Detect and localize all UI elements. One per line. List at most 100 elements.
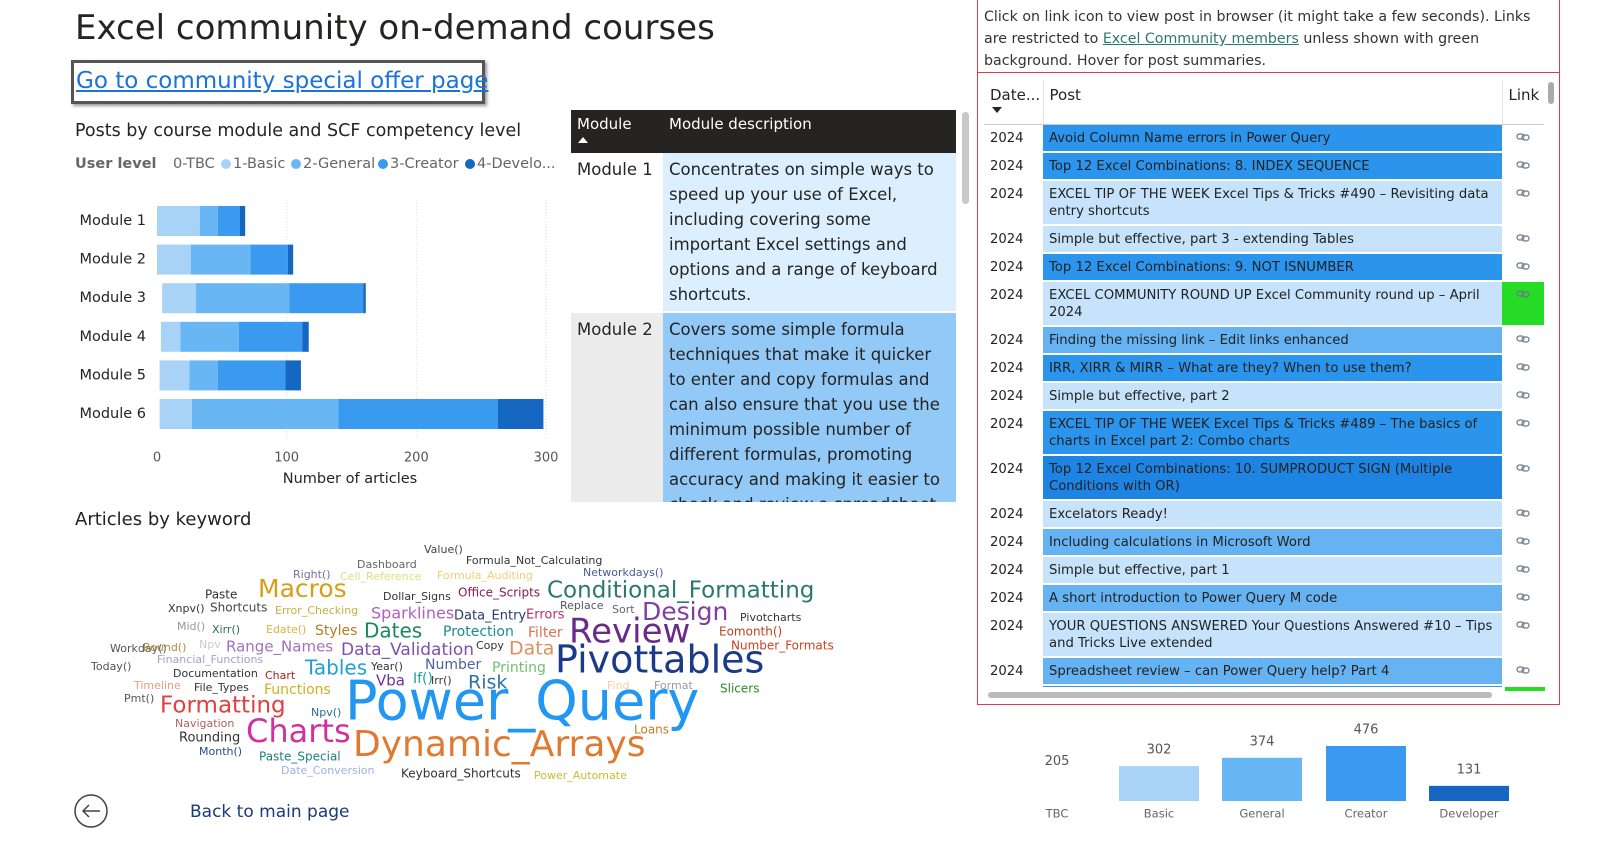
link-icon[interactable] [1516,463,1530,473]
post-title[interactable]: EXCEL COMMUNITY ROUND UP Excel Community… [1043,281,1502,327]
keyword[interactable]: Keyboard_Shortcuts [401,767,521,781]
keyword[interactable]: Dates [364,619,422,643]
keyword[interactable]: Npv [199,638,221,651]
keyword[interactable]: Filter [528,625,563,641]
post-title[interactable]: Simple but effective, part 1 [1043,556,1502,585]
scrollbar[interactable] [1548,82,1554,104]
keyword[interactable]: Value() [424,543,463,556]
post-link[interactable] [1502,455,1544,501]
keyword[interactable]: Month() [199,745,242,758]
column-header[interactable]: Post [1043,80,1503,125]
link-icon[interactable] [1516,132,1530,142]
keyword[interactable]: Financial_Functions [157,653,263,666]
keyword[interactable]: Sparklines [371,604,454,623]
keyword[interactable]: Pivotcharts [740,611,802,624]
post-link[interactable] [1502,124,1544,153]
keyword[interactable]: Irr() [431,674,452,687]
post-title[interactable]: EXCEL TIP OF THE WEEK Excel Tips & Trick… [1043,180,1502,226]
keyword[interactable]: Risk [468,672,507,694]
keyword[interactable]: Paste_Special [259,750,341,764]
post-link[interactable] [1502,326,1544,355]
keyword[interactable]: Office_Scripts [458,586,540,600]
keyword[interactable]: Date_Conversion [281,764,374,777]
keyword[interactable]: Range_Names [226,638,333,657]
keyword[interactable]: Xirr() [212,623,240,636]
post-link[interactable] [1502,225,1544,254]
keyword[interactable]: Vba [376,672,405,690]
keyword[interactable]: Design [642,597,728,626]
keyword[interactable]: Copy [476,639,504,652]
keyword[interactable]: Slicers [720,682,759,696]
post-link[interactable] [1502,556,1544,585]
post-link[interactable] [1502,612,1544,658]
keyword[interactable]: Conditional_Formatting [547,578,814,604]
keyword[interactable]: Protection [443,624,514,640]
keyword[interactable]: If() [413,671,433,687]
link-icon[interactable] [1516,564,1530,574]
post-title[interactable]: YOUR QUESTIONS ANSWERED Your Questions A… [1043,612,1502,658]
scrollbar[interactable] [988,692,1492,698]
post-link[interactable] [1502,528,1544,557]
keyword[interactable]: Year() [370,660,403,673]
post-link[interactable] [1502,410,1544,456]
keyword[interactable]: Review [569,612,690,652]
keyword[interactable]: Chart [265,669,296,682]
keyword[interactable]: Printing [492,660,546,676]
keyword[interactable]: Navigation [175,717,234,730]
keyword[interactable]: Edate() [266,623,306,636]
keyword[interactable]: Paste [205,588,237,602]
link-icon[interactable] [1516,390,1530,400]
keyword[interactable]: Rounding [179,731,240,746]
keyword[interactable]: Formatting [160,693,286,719]
keyword[interactable]: Dynamic_Arrays [353,724,645,765]
column-header[interactable]: Link [1502,80,1544,125]
post-title[interactable]: Avoid Column Name errors in Power Query [1043,124,1502,153]
post-title[interactable]: Top 12 Excel Combinations: 8. INDEX SEQU… [1043,152,1502,181]
link-icon[interactable] [1516,508,1530,518]
post-link[interactable] [1502,354,1544,383]
post-link[interactable] [1502,152,1544,181]
members-link[interactable]: Excel Community members [1102,31,1299,47]
keyword[interactable]: Data_Validation [341,640,474,660]
link-icon[interactable] [1516,334,1530,344]
keyword[interactable]: File_Types [194,681,249,694]
keyword[interactable]: Xnpv() [168,602,205,615]
keyword[interactable]: Replace [560,599,604,612]
back-link[interactable]: Back to main page [190,802,350,822]
keyword[interactable]: Right() [293,568,331,581]
keyword[interactable]: Today() [90,660,131,673]
keyword[interactable]: Round() [143,641,186,654]
post-link[interactable] [1502,382,1544,411]
keyword[interactable]: Tables [304,656,367,680]
column-header[interactable]: Module [571,110,663,153]
keyword[interactable]: Format [654,679,693,692]
link-icon[interactable] [1516,536,1530,546]
keyword[interactable]: Shortcuts [210,601,267,615]
link-icon[interactable] [1516,592,1530,602]
post-title[interactable]: IRR, XIRR & MIRR – What are they? When t… [1043,354,1502,383]
post-link[interactable] [1502,281,1544,327]
post-link[interactable] [1502,657,1544,686]
keyword[interactable]: Styles [315,623,357,639]
post-title[interactable]: Simple but effective, part 3 - extending… [1043,225,1502,254]
post-link[interactable] [1502,253,1544,282]
keyword[interactable]: Macros [258,574,347,603]
column-header[interactable]: Date... [984,80,1044,125]
post-title[interactable]: Finding the missing link – Edit links en… [1043,326,1502,355]
keyword[interactable]: Formula_Auditing [437,569,533,582]
post-title[interactable]: EXCEL TIP OF THE WEEK Excel Tips & Trick… [1043,685,1502,687]
post-link[interactable] [1502,685,1544,687]
post-title[interactable]: A short introduction to Power Query M co… [1043,584,1502,613]
keyword[interactable]: Mid() [177,620,205,633]
keyword[interactable]: Find [607,679,630,692]
keyword[interactable]: Data_Entry [454,609,526,624]
keyword[interactable]: Dashboard [357,558,417,571]
keyword[interactable]: Charts [246,712,351,750]
back-icon[interactable] [74,794,108,828]
link-icon[interactable] [1516,261,1530,271]
link-icon[interactable] [1516,362,1530,372]
link-icon[interactable] [1516,233,1530,243]
keyword[interactable]: Dollar_Signs [383,590,451,603]
keyword[interactable]: Sort [612,603,635,616]
link-icon[interactable] [1516,665,1530,675]
